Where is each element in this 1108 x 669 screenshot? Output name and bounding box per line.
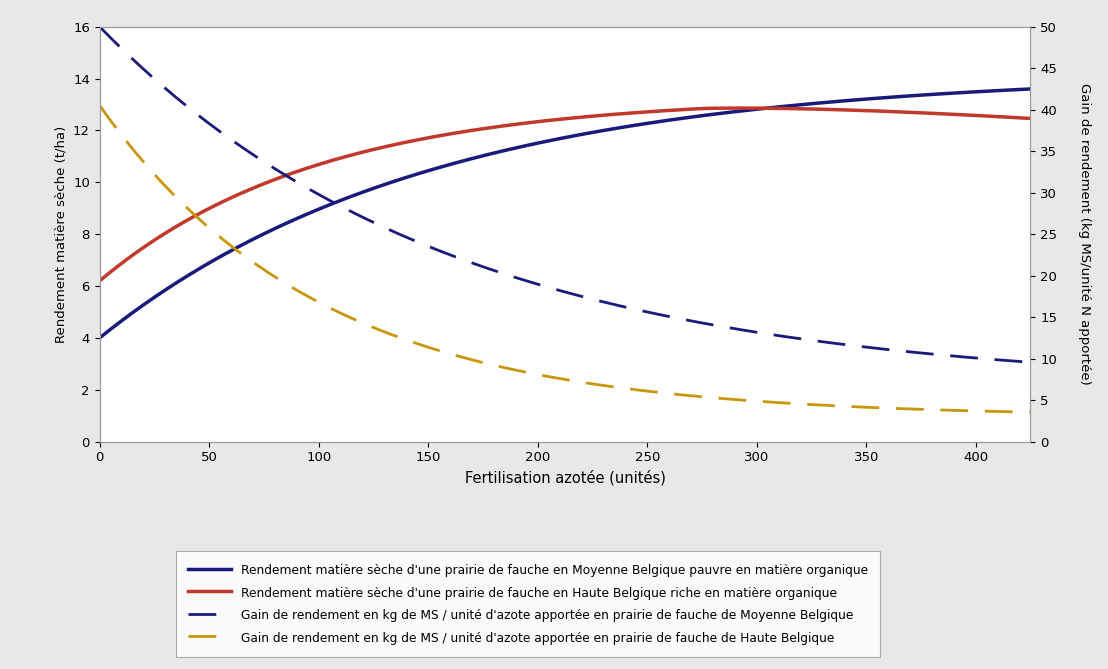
Y-axis label: Gain de rendement (kg MS/unité N apportée): Gain de rendement (kg MS/unité N apporté… — [1078, 83, 1091, 385]
Legend: Rendement matière sèche d'une prairie de fauche en Moyenne Belgique pauvre en ma: Rendement matière sèche d'une prairie de… — [176, 551, 880, 657]
Y-axis label: Rendement matière sèche (t/ha): Rendement matière sèche (t/ha) — [54, 126, 68, 343]
X-axis label: Fertilisation azotée (unités): Fertilisation azotée (unités) — [464, 470, 666, 485]
